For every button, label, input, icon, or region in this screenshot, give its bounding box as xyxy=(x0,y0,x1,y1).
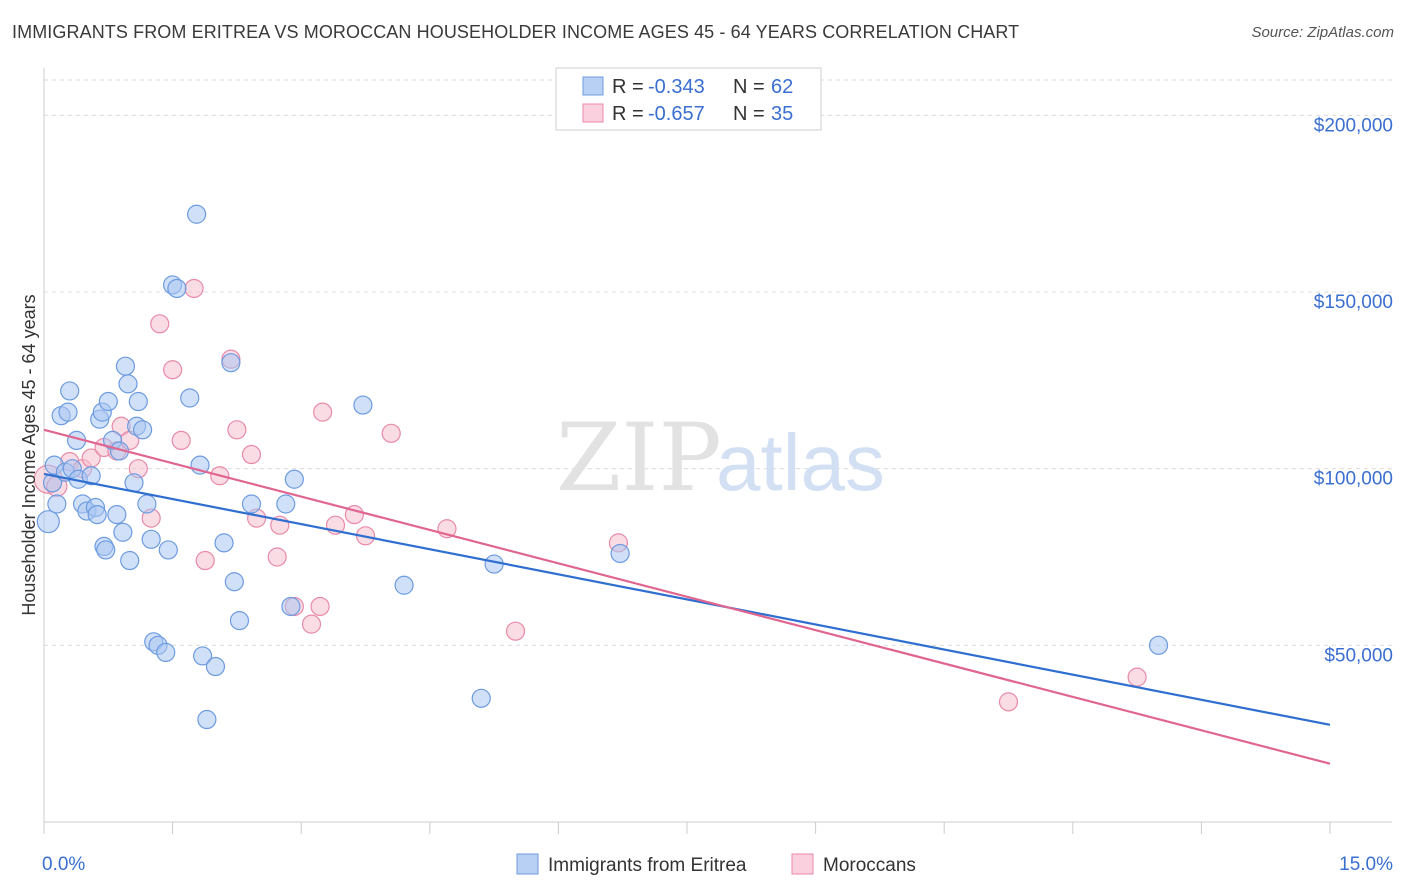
point-moroccans xyxy=(505,621,526,641)
stats-box: R = -0.343 N = 62 R = -0.657 N = 35 xyxy=(555,67,822,131)
point-eritrea xyxy=(197,709,217,730)
grid-lines xyxy=(44,79,1392,646)
stats-n-label-pink: N = xyxy=(733,103,765,125)
point-eritrea xyxy=(229,610,250,631)
stats-r-label-blue: R = xyxy=(612,76,644,98)
point-eritrea xyxy=(1148,635,1169,655)
x-tick-label: 0.0% xyxy=(42,854,85,875)
stats-n-value-pink: 35 xyxy=(771,103,793,125)
point-eritrea xyxy=(58,402,78,422)
legend-label-moroccans: Moroccans xyxy=(823,855,916,876)
point-eritrea xyxy=(394,575,414,595)
point-eritrea xyxy=(224,572,244,592)
stats-r-value-pink: -0.657 xyxy=(648,103,705,125)
point-eritrea xyxy=(141,529,161,549)
point-eritrea xyxy=(187,204,207,224)
trend-line-moroccans xyxy=(43,428,1331,765)
stats-r-value-blue: -0.343 xyxy=(648,76,705,98)
point-eritrea xyxy=(87,504,107,525)
point-eritrea xyxy=(353,395,373,415)
point-moroccans xyxy=(998,692,1019,712)
watermark-zip: ZIP xyxy=(556,404,722,513)
point-moroccans xyxy=(241,444,262,465)
point-moroccans xyxy=(163,360,183,380)
point-eritrea xyxy=(221,353,241,373)
point-moroccans xyxy=(184,278,204,299)
point-moroccans xyxy=(313,402,333,422)
y-tick-label: $200,000 xyxy=(1314,115,1393,136)
y-tick-label: $50,000 xyxy=(1324,645,1393,666)
source-label: Source: ZipAtlas.com xyxy=(1251,24,1394,41)
point-moroccans xyxy=(195,550,215,571)
point-moroccans xyxy=(310,596,330,617)
tick-labels: $50,000 $100,000 $150,000 $200,000 0.0% 15.0% xyxy=(42,115,1393,875)
point-eritrea xyxy=(120,550,140,571)
point-eritrea xyxy=(167,278,187,299)
point-eritrea xyxy=(60,381,80,401)
watermark-atlas: atlas xyxy=(716,418,885,507)
point-eritrea xyxy=(471,688,491,708)
point-eritrea xyxy=(107,504,127,525)
point-eritrea xyxy=(156,642,176,663)
legend-label-eritrea: Immigrants from Eritrea xyxy=(548,855,747,876)
stats-swatch-pink xyxy=(582,103,604,123)
point-moroccans xyxy=(381,423,401,443)
point-eritrea xyxy=(241,494,262,514)
legend-swatch-eritrea xyxy=(516,853,539,875)
point-moroccans xyxy=(1127,667,1147,687)
point-eritrea xyxy=(36,510,60,534)
point-eritrea xyxy=(180,388,200,408)
point-moroccans xyxy=(301,614,322,634)
point-moroccans xyxy=(150,314,170,334)
point-eritrea xyxy=(128,391,148,412)
legend: Immigrants from Eritrea Moroccans xyxy=(516,853,916,876)
stats-r-label-pink: R = xyxy=(612,103,644,125)
trend-lines xyxy=(43,428,1331,765)
stats-n-label-blue: N = xyxy=(733,76,765,98)
point-eritrea xyxy=(113,522,133,542)
series-eritrea-points xyxy=(36,204,1169,730)
point-eritrea xyxy=(118,374,138,394)
point-eritrea xyxy=(47,494,67,514)
point-eritrea xyxy=(137,494,157,514)
point-eritrea xyxy=(124,473,144,493)
point-eritrea xyxy=(81,466,101,486)
point-eritrea xyxy=(276,494,296,514)
trend-line-eritrea xyxy=(43,472,1331,726)
point-moroccans xyxy=(227,420,247,440)
point-eritrea xyxy=(193,646,213,666)
y-tick-label: $100,000 xyxy=(1314,469,1393,490)
point-moroccans xyxy=(171,430,191,450)
point-eritrea xyxy=(284,469,304,489)
point-eritrea xyxy=(132,420,153,440)
stats-swatch-blue xyxy=(582,76,604,96)
point-eritrea xyxy=(115,356,136,376)
point-eritrea xyxy=(214,533,234,553)
stats-n-value-blue: 62 xyxy=(771,76,793,98)
chart-title: IMMIGRANTS FROM ERITREA VS MOROCCAN HOUS… xyxy=(12,22,1020,42)
point-eritrea xyxy=(98,391,118,412)
legend-swatch-moroccans xyxy=(791,853,814,875)
point-eritrea xyxy=(96,540,116,560)
y-tick-label: $150,000 xyxy=(1314,292,1393,313)
x-tick-label: 15.0% xyxy=(1339,854,1393,875)
watermark: ZIP atlas xyxy=(556,404,885,513)
point-moroccans xyxy=(267,547,287,567)
axes xyxy=(43,68,1392,834)
point-eritrea xyxy=(205,656,226,677)
point-eritrea xyxy=(158,540,178,560)
y-axis-label: Householder Income Ages 45 - 64 years xyxy=(19,294,39,615)
point-eritrea xyxy=(610,543,630,564)
point-eritrea xyxy=(281,596,301,617)
